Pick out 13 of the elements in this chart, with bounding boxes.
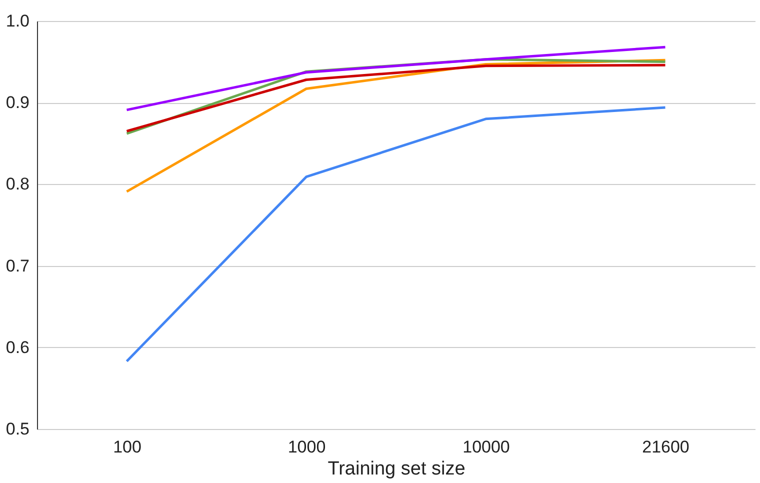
- line-series: [126, 46, 666, 112]
- y-tick-label: 0.9: [6, 93, 30, 112]
- y-tick-label: 0.8: [6, 174, 30, 194]
- y-tick-label: 0.6: [6, 338, 30, 357]
- y-tick-label: 0.7: [6, 256, 30, 276]
- x-tick-label: 21600: [642, 438, 690, 456]
- y-tick-label: 0.5: [6, 420, 30, 438]
- x-tick-label: 10000: [462, 438, 510, 456]
- line-series: [126, 106, 666, 363]
- x-axis-title: Training set size: [328, 458, 466, 480]
- x-tick-label: 1000: [288, 438, 326, 456]
- x-tick-label: 100: [113, 438, 142, 456]
- y-tick-label: 1.0: [6, 12, 30, 30]
